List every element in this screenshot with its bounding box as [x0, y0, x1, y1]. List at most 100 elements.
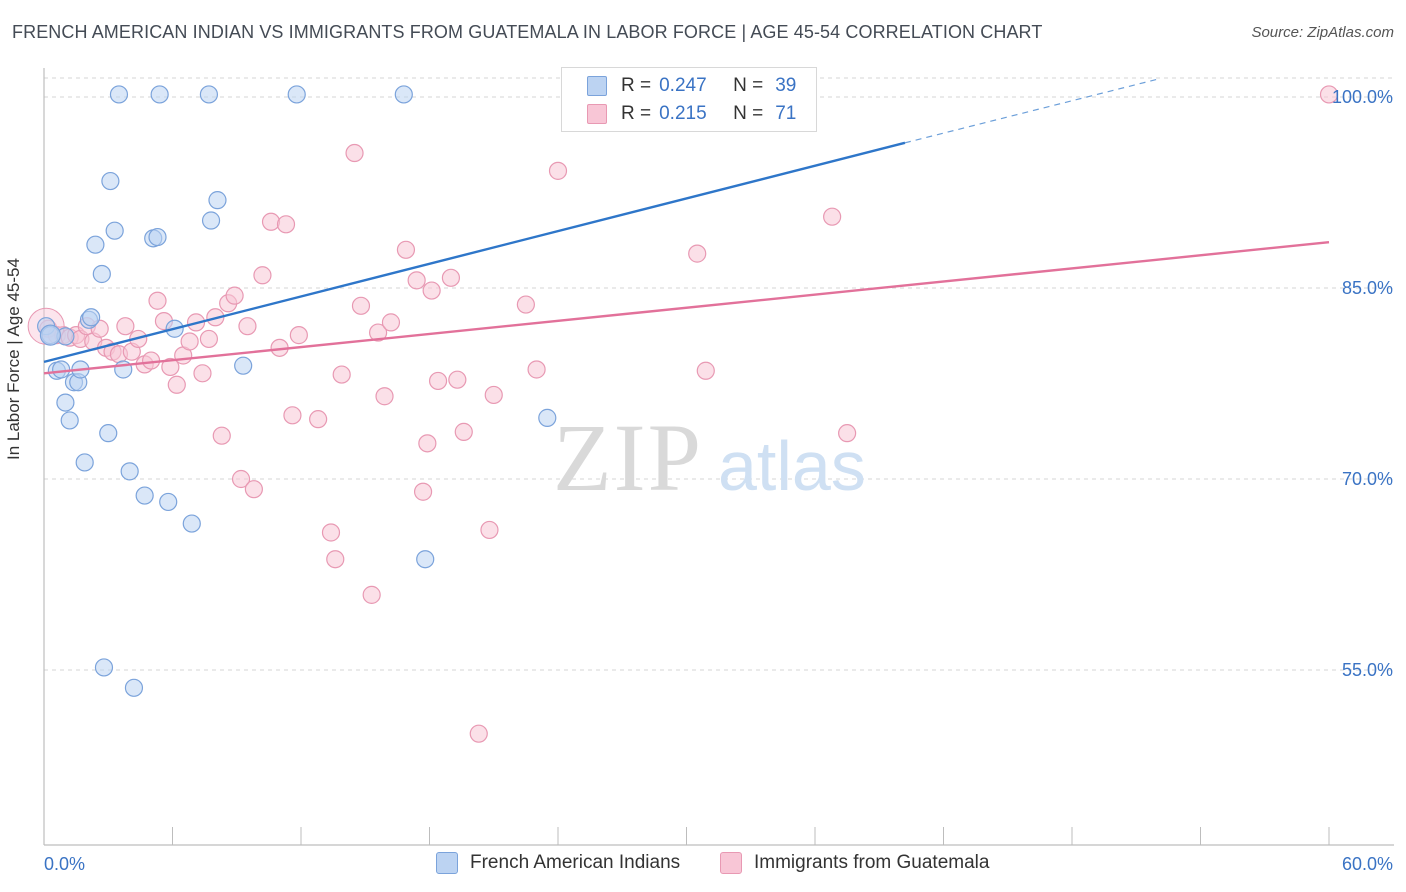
french-american-indian-point-29 — [199, 85, 219, 104]
legend-item-immigrants-from-guatemala: Immigrants from Guatemala — [720, 852, 989, 874]
trend-lines — [43, 78, 1330, 375]
guatemala-point-43 — [345, 143, 364, 163]
legend-swatch-blue — [436, 852, 458, 874]
guatemala-point-59 — [480, 520, 499, 540]
guatemala-point-65 — [696, 361, 715, 380]
french-cluster-point — [39, 324, 62, 346]
guatemala-point-64 — [688, 244, 707, 263]
french-american-indian-point-14 — [92, 264, 111, 284]
guatemala-point-55 — [441, 268, 461, 287]
french-american-indian-point-28 — [182, 514, 201, 533]
guatemala-point-50 — [407, 271, 426, 290]
guatemala-point-32 — [244, 480, 263, 499]
guatemala-point-60 — [484, 385, 503, 405]
guatemala-point-57 — [454, 422, 473, 441]
guatemala-point-69 — [1319, 85, 1339, 104]
source-credit: Source: ZipAtlas.com — [1251, 24, 1394, 41]
french-american-indian-point-35 — [416, 550, 435, 569]
r-value: 0.215 — [659, 103, 707, 124]
french-american-indian-point-6 — [60, 411, 79, 430]
guatemala-point-29 — [225, 286, 244, 305]
guatemala-point-58 — [469, 724, 488, 743]
guatemala-point-54 — [428, 371, 448, 391]
guatemala-point-53 — [422, 281, 441, 300]
trend-line-immigrants-from-guatemala — [43, 240, 1330, 375]
legend-row-french-american-indians: R = 0.247 N = 39 — [587, 74, 797, 98]
french-american-indian-point-3 — [52, 360, 71, 379]
french-american-indian-point-26 — [159, 492, 178, 512]
french-american-indian-point-18 — [109, 85, 129, 104]
guatemala-point-19 — [161, 357, 180, 377]
guatemala-point-47 — [375, 387, 394, 406]
watermark: ZIP atlas — [553, 404, 866, 511]
french-american-indian-point-12 — [82, 308, 101, 327]
guatemala-point-36 — [276, 215, 296, 234]
chart-title: FRENCH AMERICAN INDIAN VS IMMIGRANTS FRO… — [12, 22, 1043, 42]
guatemala-point-39 — [309, 410, 328, 429]
french-american-indian-point-21 — [124, 678, 144, 697]
n-value: 39 — [775, 75, 797, 96]
french-american-indian-point-36 — [538, 408, 557, 427]
guatemala-point-37 — [283, 406, 302, 425]
axes — [43, 68, 1394, 846]
trend-line-extension-french-american-indians — [904, 78, 1158, 144]
guatemala-point-17 — [148, 291, 167, 310]
y-tick-label-55: 55.0% — [1342, 660, 1393, 680]
guatemala-point-34 — [261, 212, 281, 231]
french-american-indian-point-32 — [234, 356, 253, 375]
guatemala-point-41 — [326, 550, 345, 569]
guatemala-point-25 — [199, 329, 219, 349]
n-value: 71 — [775, 103, 797, 124]
guatemala-point-33 — [253, 266, 272, 285]
guatemala-point-38 — [289, 326, 308, 345]
y-axis-label: In Labor Force | Age 45-54 — [4, 258, 23, 460]
guatemala-point-44 — [351, 296, 371, 315]
french-american-indian-point-24 — [148, 227, 167, 247]
guatemala-point-62 — [527, 360, 546, 379]
points-french-american-indians — [37, 85, 805, 697]
guatemala-point-27 — [212, 426, 231, 445]
french-american-indian-point-10 — [75, 453, 94, 472]
guatemala-point-30 — [231, 469, 251, 489]
french-american-indian-point-17 — [105, 221, 124, 240]
guatemala-point-42 — [332, 365, 351, 384]
r-value: 0.247 — [659, 75, 707, 96]
french-american-indian-point-38 — [99, 424, 118, 443]
r-label: R = — [621, 75, 652, 96]
french-american-indian-point-22 — [135, 486, 154, 505]
guatemala-point-40 — [321, 523, 341, 542]
legend-label: French American Indians — [470, 852, 681, 873]
legend-swatch-blue — [587, 76, 607, 96]
n-label: N = — [733, 103, 764, 124]
y-tick-label-85: 85.0% — [1342, 278, 1393, 298]
n-label: N = — [733, 75, 764, 96]
r-label: R = — [621, 103, 652, 124]
guatemala-point-45 — [362, 585, 381, 604]
guatemala-point-56 — [448, 370, 467, 389]
guatemala-point-63 — [548, 161, 568, 180]
legend-swatch-pink — [720, 852, 742, 874]
guatemala-point-46 — [369, 323, 388, 342]
french-american-indian-point-20 — [120, 462, 139, 481]
french-american-indian-point-5 — [56, 393, 75, 412]
french-american-indian-point-31 — [208, 191, 227, 210]
guatemala-point-22 — [180, 332, 199, 351]
y-tick-label-70: 70.0% — [1342, 469, 1393, 489]
french-american-indian-point-16 — [101, 171, 120, 191]
legend-label: Immigrants from Guatemala — [754, 852, 990, 873]
x-tick-label-0: 0.0% — [44, 854, 85, 874]
french-american-indian-point-30 — [201, 211, 221, 230]
french-american-indian-point-13 — [86, 235, 105, 254]
guatemala-point-51 — [413, 482, 433, 501]
y-tick-label-100: 100.0% — [1332, 87, 1393, 107]
legend-item-french-american-indians: French American Indians — [436, 852, 680, 874]
guatemala-point-12 — [116, 317, 135, 336]
trend-line-french-american-indians — [43, 141, 906, 364]
french-american-indian-point-34 — [394, 85, 413, 104]
tick-labels: 100.0% 85.0% 70.0% 55.0% 0.0% 60.0% — [44, 87, 1393, 874]
watermark-zip: ZIP — [553, 404, 703, 511]
guatemala-point-31 — [238, 317, 257, 336]
legend-swatch-pink — [587, 104, 607, 124]
guatemala-point-20 — [167, 375, 186, 394]
